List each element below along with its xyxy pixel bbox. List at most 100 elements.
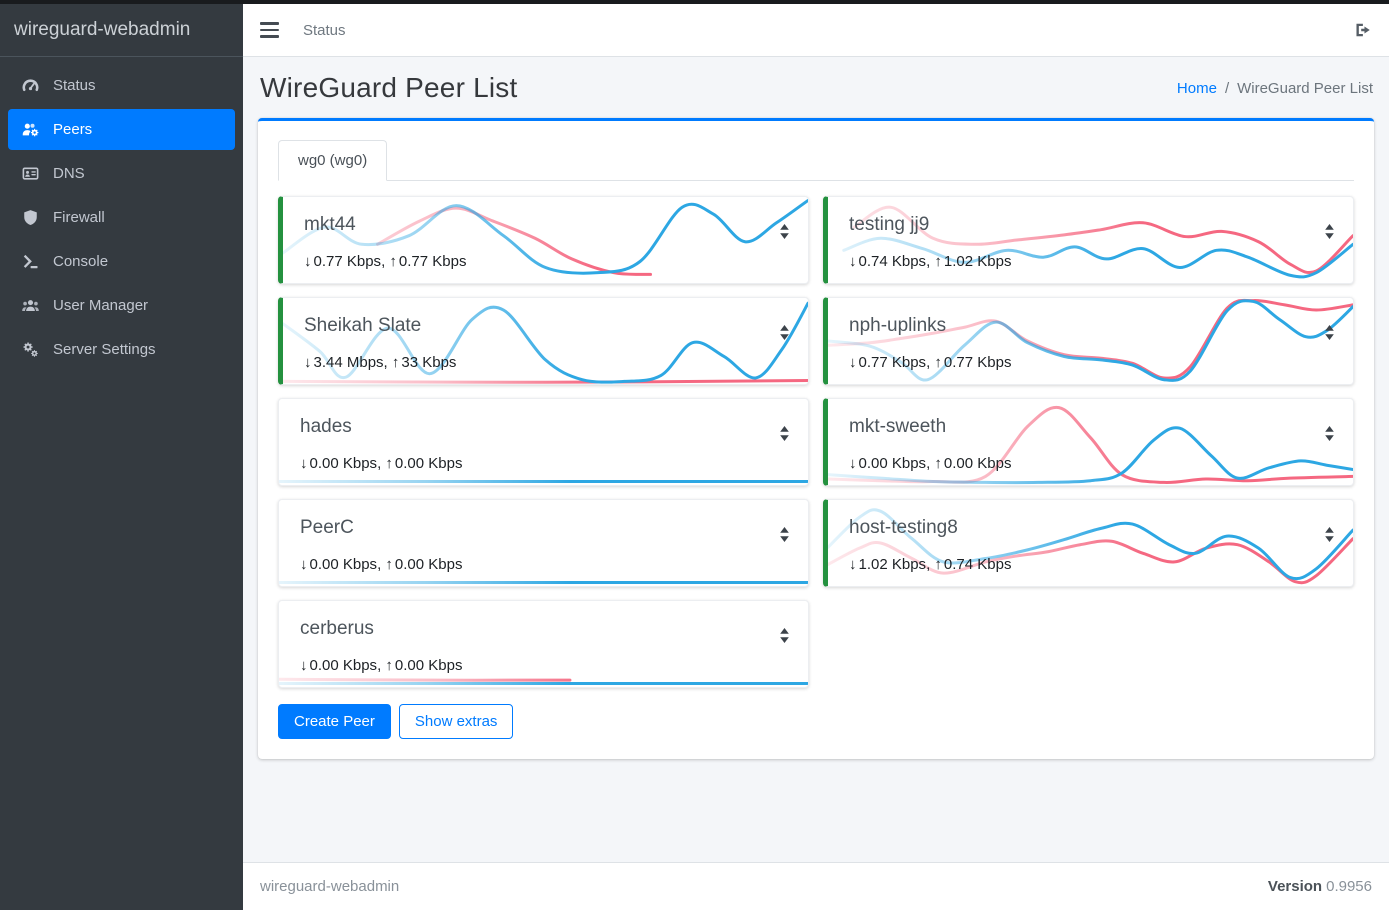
download-value: 0.77 Kbps (313, 253, 382, 270)
peer-traffic-stats: ↓ 0.00 Kbps, ↑ 0.00 Kbps (300, 556, 463, 573)
upload-value: 0.00 Kbps (943, 455, 1012, 472)
footer-version: Version 0.9956 (1267, 878, 1372, 895)
peer-card-testing-jj9[interactable]: testing jj9 ↓ 0.74 Kbps, ↑ 1.02 Kbps (823, 196, 1354, 284)
download-arrow-icon: ↓ (849, 455, 857, 472)
peer-card-sheikah-slate[interactable]: Sheikah Slate ↓ 3.44 Mbps, ↑ 33 Kbps (278, 297, 809, 385)
upload-value: 0.77 Kbps (943, 354, 1012, 371)
download-arrow-icon: ↓ (300, 455, 308, 472)
peer-column-left: mkt44 ↓ 0.77 Kbps, ↑ 0.77 Kbps Sheikah Slate… (278, 196, 809, 688)
sidebar-item-firewall[interactable]: Firewall (8, 197, 235, 238)
sidebar-brand[interactable]: wireguard-webadmin (0, 4, 243, 57)
peer-card-hades[interactable]: hades ↓ 0.00 Kbps, ↑ 0.00 Kbps (278, 398, 809, 486)
sort-icon[interactable] (778, 223, 791, 240)
upload-arrow-icon: ↑ (385, 556, 393, 573)
upload-arrow-icon: ↑ (389, 253, 397, 270)
peer-actions: Create Peer Show extras (278, 704, 1354, 739)
sort-icon[interactable] (778, 425, 791, 442)
peer-traffic-stats: ↓ 3.44 Mbps, ↑ 33 Kbps (304, 354, 457, 371)
sidebar-item-label: Console (53, 253, 109, 270)
sidebar-item-peers[interactable]: Peers (8, 109, 235, 150)
terminal-icon (17, 253, 44, 270)
traffic-sparkline (828, 399, 1353, 485)
top-navbar: Status (243, 4, 1389, 57)
peer-list-card: wg0 (wg0) mkt44 ↓ 0.77 Kbps, ↑ 0.77 Kbps She… (258, 118, 1374, 759)
download-value: 0.00 Kbps (858, 455, 927, 472)
sort-icon[interactable] (1323, 526, 1336, 543)
download-value: 0.74 Kbps (858, 253, 927, 270)
peer-name: mkt-sweeth (849, 416, 947, 437)
upload-value: 0.00 Kbps (394, 657, 463, 674)
upload-value: 0.00 Kbps (394, 556, 463, 573)
traffic-sparkline (279, 500, 808, 586)
peer-name: mkt44 (304, 214, 356, 235)
upload-arrow-icon: ↑ (934, 556, 942, 573)
nav-status-link[interactable]: Status (303, 21, 346, 39)
peer-name: nph-uplinks (849, 315, 947, 336)
sidebar-item-label: Peers (53, 121, 93, 138)
sidebar: wireguard-webadmin Status Peers DNS Firewal… (0, 4, 243, 910)
peer-name: testing jj9 (849, 214, 930, 235)
tab-wg0-wg0[interactable]: wg0 (wg0) (278, 140, 388, 181)
sidebar-item-label: Server Settings (53, 341, 156, 358)
traffic-sparkline (283, 197, 808, 283)
peer-name: host-testing8 (849, 517, 958, 538)
menu-toggle-icon[interactable] (260, 22, 279, 38)
peer-card-peerc[interactable]: PeerC ↓ 0.00 Kbps, ↑ 0.00 Kbps (278, 499, 809, 587)
upload-value: 0.74 Kbps (943, 556, 1012, 573)
show-extras-button[interactable]: Show extras (398, 704, 514, 739)
download-value: 0.00 Kbps (309, 556, 378, 573)
upload-arrow-icon: ↑ (385, 455, 393, 472)
traffic-sparkline (828, 500, 1353, 586)
footer: wireguard-webadmin Version 0.9956 (243, 862, 1389, 910)
peer-grid: mkt44 ↓ 0.77 Kbps, ↑ 0.77 Kbps Sheikah Slate… (278, 196, 1354, 688)
download-arrow-icon: ↓ (849, 253, 857, 270)
sign-out-icon[interactable] (1354, 21, 1372, 39)
peer-name: Sheikah Slate (304, 315, 422, 336)
sort-icon[interactable] (1323, 425, 1336, 442)
breadcrumb-current: WireGuard Peer List (1237, 79, 1373, 97)
peer-name: cerberus (300, 618, 374, 639)
peer-traffic-stats: ↓ 0.74 Kbps, ↑ 1.02 Kbps (849, 253, 1012, 270)
create-peer-button[interactable]: Create Peer (278, 704, 391, 739)
sidebar-item-server-settings[interactable]: Server Settings (8, 329, 235, 370)
sort-icon[interactable] (1323, 223, 1336, 240)
download-value: 0.00 Kbps (309, 657, 378, 674)
peer-card-nph-uplinks[interactable]: nph-uplinks ↓ 0.77 Kbps, ↑ 0.77 Kbps (823, 297, 1354, 385)
sidebar-item-user-manager[interactable]: User Manager (8, 285, 235, 326)
download-value: 3.44 Mbps (313, 354, 384, 371)
sidebar-item-console[interactable]: Console (8, 241, 235, 282)
download-arrow-icon: ↓ (304, 253, 312, 270)
traffic-sparkline (279, 601, 808, 687)
upload-arrow-icon: ↑ (934, 253, 942, 270)
sidebar-item-dns[interactable]: DNS (8, 153, 235, 194)
download-arrow-icon: ↓ (849, 556, 857, 573)
main-area: Status WireGuard Peer List Home / WireGu… (243, 4, 1389, 910)
sidebar-item-label: User Manager (53, 297, 149, 314)
shield-icon (17, 209, 44, 226)
interface-tabs: wg0 (wg0) (278, 140, 1354, 181)
peer-traffic-stats: ↓ 0.00 Kbps, ↑ 0.00 Kbps (300, 657, 463, 674)
peer-card-mkt-sweeth[interactable]: mkt-sweeth ↓ 0.00 Kbps, ↑ 0.00 Kbps (823, 398, 1354, 486)
footer-brand: wireguard-webadmin (260, 878, 400, 895)
sidebar-item-status[interactable]: Status (8, 65, 235, 106)
peer-column-right: testing jj9 ↓ 0.74 Kbps, ↑ 1.02 Kbps nph-upl… (823, 196, 1354, 587)
sort-icon[interactable] (1323, 324, 1336, 341)
breadcrumb: Home / WireGuard Peer List (1177, 80, 1373, 97)
peer-card-host-testing8[interactable]: host-testing8 ↓ 1.02 Kbps, ↑ 0.74 Kbps (823, 499, 1354, 587)
sidebar-item-label: DNS (53, 165, 85, 182)
traffic-sparkline (828, 298, 1353, 384)
breadcrumb-home-link[interactable]: Home (1176, 79, 1217, 97)
users-gear-icon (17, 121, 44, 138)
sort-icon[interactable] (778, 627, 791, 644)
sidebar-menu: Status Peers DNS Firewall Console User Manage… (0, 57, 243, 381)
upload-arrow-icon: ↑ (391, 354, 400, 371)
sidebar-item-label: Firewall (53, 209, 105, 226)
upload-arrow-icon: ↑ (934, 354, 942, 371)
peer-card-mkt44[interactable]: mkt44 ↓ 0.77 Kbps, ↑ 0.77 Kbps (278, 196, 809, 284)
sort-icon[interactable] (778, 526, 791, 543)
download-arrow-icon: ↓ (300, 556, 308, 573)
peer-card-cerberus[interactable]: cerberus ↓ 0.00 Kbps, ↑ 0.00 Kbps (278, 600, 809, 688)
peer-traffic-stats: ↓ 0.77 Kbps, ↑ 0.77 Kbps (849, 354, 1012, 371)
sort-icon[interactable] (778, 324, 791, 341)
download-value: 0.77 Kbps (858, 354, 927, 371)
